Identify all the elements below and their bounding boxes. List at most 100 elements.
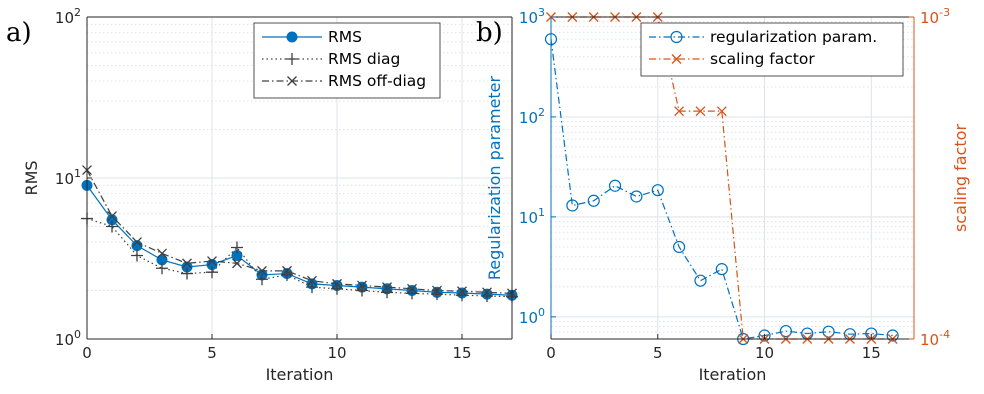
data-point bbox=[381, 286, 393, 299]
data-point bbox=[822, 325, 835, 338]
legend-entry: scaling factor bbox=[710, 50, 815, 68]
legend-marker bbox=[671, 54, 682, 64]
y-tick-label: 102 bbox=[519, 106, 545, 127]
data-point bbox=[651, 184, 664, 197]
data-point bbox=[674, 106, 685, 117]
data-point bbox=[608, 179, 622, 192]
y-tick-label: 102 bbox=[55, 6, 81, 27]
y-tick-label-base: 10 bbox=[519, 209, 538, 227]
data-point bbox=[106, 220, 118, 233]
data-point bbox=[432, 285, 442, 296]
x-tick-label: 10 bbox=[755, 344, 774, 362]
y-right-axis-label: scaling factor bbox=[951, 124, 970, 233]
y-tick-label-exp: 2 bbox=[74, 6, 81, 19]
y-right-tick-label-base: 10 bbox=[920, 9, 939, 27]
y-tick-label-exp: 3 bbox=[538, 6, 545, 19]
data-point bbox=[758, 329, 771, 342]
series-line bbox=[550, 39, 893, 340]
y-right-tick-label-exp: -3 bbox=[939, 6, 950, 19]
data-point bbox=[231, 241, 243, 254]
x-tick-label: 5 bbox=[653, 344, 663, 362]
data-point bbox=[587, 194, 600, 207]
legend-entry: regularization param. bbox=[710, 28, 877, 46]
y-tick-label-exp: 1 bbox=[74, 167, 81, 180]
legend-box bbox=[640, 22, 904, 77]
y-right-tick-label-base: 10 bbox=[920, 331, 939, 349]
legend-entry: RMS diag bbox=[328, 50, 400, 68]
data-point bbox=[566, 199, 579, 212]
y-tick-label: 103 bbox=[519, 6, 545, 27]
legend-marker bbox=[286, 31, 298, 43]
legend-entry: RMS off-diag bbox=[328, 72, 426, 90]
x-tick-label: 15 bbox=[452, 344, 471, 362]
panel-label: a) bbox=[6, 18, 32, 48]
y-tick-label: 101 bbox=[519, 206, 545, 227]
data-point bbox=[207, 256, 217, 266]
y-right-tick-label: 10-4 bbox=[920, 328, 950, 349]
y-tick-label-exp: 1 bbox=[538, 206, 545, 219]
data-point bbox=[257, 265, 267, 276]
data-point bbox=[256, 273, 268, 286]
data-point bbox=[307, 275, 317, 286]
y-axis-label: RMS bbox=[22, 160, 41, 195]
x-tick-label: 15 bbox=[862, 344, 881, 362]
y-right-tick-label: 10-3 bbox=[920, 6, 950, 27]
data-point bbox=[156, 262, 168, 275]
data-point bbox=[716, 106, 727, 117]
data-point bbox=[630, 190, 643, 203]
data-point bbox=[306, 281, 318, 294]
legend-entry: RMS bbox=[328, 28, 362, 46]
x-tick-label: 5 bbox=[207, 344, 217, 362]
data-point bbox=[132, 237, 142, 248]
y-tick-label: 100 bbox=[519, 306, 545, 327]
y-tick-label-exp: 0 bbox=[538, 306, 545, 319]
data-point bbox=[157, 248, 167, 259]
data-point bbox=[206, 266, 218, 279]
y-tick-label-base: 10 bbox=[55, 170, 74, 188]
data-point bbox=[131, 249, 143, 262]
data-point bbox=[482, 287, 492, 298]
data-point bbox=[332, 278, 342, 289]
data-point bbox=[779, 324, 792, 338]
data-point bbox=[715, 263, 728, 276]
data-point bbox=[694, 274, 707, 287]
data-point bbox=[331, 282, 343, 295]
y-tick-label-base: 10 bbox=[55, 331, 74, 349]
panel-label: b) bbox=[476, 18, 503, 48]
legend: RMS RMS diag RMS off-diag bbox=[253, 22, 441, 99]
legend-marker bbox=[287, 76, 297, 86]
data-point bbox=[356, 284, 368, 297]
x-axis-label: Iteration bbox=[266, 365, 334, 384]
y-tick-label-base: 10 bbox=[55, 9, 74, 27]
panel-b: 0 5 10 1510010110210310-410-3IterationRegul… bbox=[476, 6, 970, 384]
legend: regularization param. scaling factor bbox=[640, 22, 904, 77]
data-point bbox=[182, 258, 192, 269]
x-tick-label: 10 bbox=[327, 344, 346, 362]
data-point bbox=[357, 280, 367, 291]
y-tick-label: 100 bbox=[55, 328, 81, 349]
data-point bbox=[232, 258, 242, 269]
x-axis-label: Iteration bbox=[699, 365, 767, 384]
y-right-tick-label-exp: -4 bbox=[939, 328, 950, 341]
series-regularization-param- bbox=[544, 33, 899, 346]
series-line bbox=[86, 169, 513, 294]
data-point bbox=[107, 211, 117, 222]
legend-box bbox=[253, 22, 441, 99]
y-tick-label-base: 10 bbox=[519, 309, 538, 327]
x-tick-label: 0 bbox=[546, 344, 556, 362]
y-tick-label-exp: 0 bbox=[74, 328, 81, 341]
data-point bbox=[457, 286, 467, 297]
y-tick-label-base: 10 bbox=[519, 109, 538, 127]
y-tick-label-base: 10 bbox=[519, 9, 538, 27]
x-tick-label: 0 bbox=[82, 344, 92, 362]
data-point bbox=[886, 329, 899, 342]
y-tick-label-exp: 2 bbox=[538, 106, 545, 119]
legend-marker bbox=[286, 53, 298, 65]
data-point bbox=[695, 106, 706, 117]
data-point bbox=[282, 265, 292, 276]
data-point bbox=[181, 267, 193, 280]
legend-marker bbox=[670, 30, 683, 44]
data-point bbox=[673, 240, 686, 254]
